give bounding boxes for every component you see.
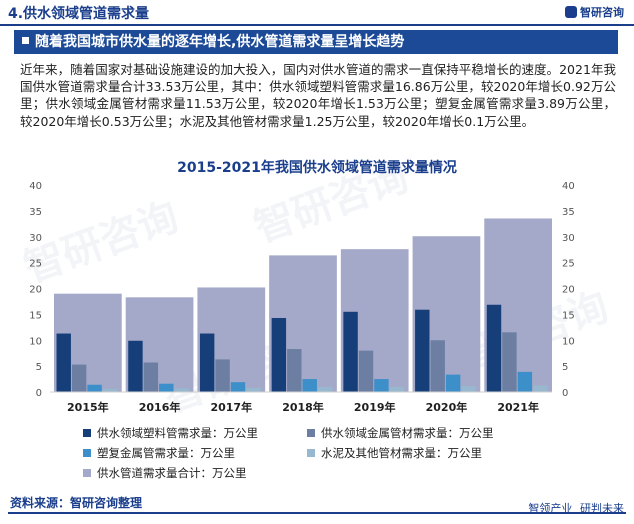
bar-2 [143, 362, 159, 392]
bar-1 [128, 340, 143, 392]
y-tick-label-right: 5 [562, 362, 568, 373]
y-tick-label-right: 10 [562, 336, 575, 347]
brand-logo-icon [565, 6, 577, 18]
bar-1 [199, 333, 215, 392]
top-header: 4.供水领域管道需求量 智研咨询 [0, 0, 634, 26]
bar-4 [533, 385, 548, 392]
bar-1 [343, 311, 358, 392]
bar-4 [246, 387, 261, 392]
footer-brand: 智领产业 研判未来 [528, 500, 624, 516]
bar-2 [215, 359, 230, 392]
bar-3 [87, 384, 102, 392]
y-tick-label-right: 20 [562, 285, 575, 296]
y-tick-label-left: 30 [29, 233, 42, 244]
bar-4 [102, 388, 118, 392]
brand-name: 智研咨询 [580, 6, 624, 19]
chart-title: 2015-2021年我国供水领域管道需求量情况 [177, 159, 457, 176]
x-tick-label: 2018年 [282, 400, 324, 414]
bar-2 [502, 332, 517, 392]
bar-4 [461, 386, 476, 392]
bar-4 [389, 386, 405, 392]
bar-3 [159, 383, 174, 392]
legend-swatch [83, 429, 91, 437]
legend-label: 塑复金属管需求量：万公里 [97, 446, 235, 460]
legend-label: 供水管道需求量合计：万公里 [97, 466, 247, 480]
y-tick-label-left: 5 [36, 362, 42, 373]
banner-square-icon [22, 37, 29, 44]
y-tick-label-left: 25 [29, 259, 42, 270]
x-tick-label: 2020年 [426, 400, 468, 414]
bar-3 [230, 382, 246, 392]
y-tick-label-left: 10 [29, 336, 42, 347]
legend-label: 水泥及其他管材需求量：万公里 [321, 446, 482, 460]
y-tick-label-left: 15 [29, 310, 42, 321]
banner: 随着我国城市供水量的逐年增长,供水管道需求量呈增长趋势 [14, 30, 618, 54]
legend-label: 供水领域金属管材需求量：万公里 [321, 426, 494, 440]
x-tick-label: 2019年 [354, 400, 396, 414]
y-tick-label-left: 40 [29, 181, 42, 192]
y-tick-label-right: 35 [562, 207, 575, 218]
y-tick-label-right: 30 [562, 233, 575, 244]
footer-brand-b: 研判未来 [580, 502, 624, 515]
y-tick-label-right: 25 [562, 259, 575, 270]
y-tick-label-left: 20 [29, 285, 42, 296]
bar-3 [517, 371, 533, 392]
legend-label: 供水领域塑料管需求量：万公里 [97, 426, 258, 440]
x-tick-label: 2016年 [139, 400, 181, 414]
bar-1 [56, 333, 71, 392]
body-paragraph: 近年来，随着国家对基础设施建设的加大投入，国内对供水管道的需求一直保持平稳增长的… [20, 62, 616, 129]
source-note: 资料来源：智研咨询整理 [10, 496, 143, 510]
bar-3 [374, 379, 389, 392]
legend-swatch [83, 449, 91, 457]
y-tick-label-right: 15 [562, 310, 575, 321]
y-tick-label-left: 35 [29, 207, 42, 218]
bar-4 [174, 388, 189, 392]
bar-2 [430, 340, 445, 392]
bar-2 [358, 350, 374, 392]
footer-brand-a: 智领产业 [528, 502, 573, 515]
y-tick-label-right: 40 [562, 181, 575, 192]
y-tick-label-right: 0 [562, 388, 568, 399]
legend-swatch [307, 449, 315, 457]
bar-3 [302, 379, 317, 392]
legend-swatch [83, 469, 91, 477]
header-divider [0, 24, 634, 26]
footer-divider [8, 512, 626, 514]
x-tick-label: 2015年 [67, 400, 109, 414]
bar-4 [317, 386, 333, 392]
section-title: 4.供水领域管道需求量 [8, 6, 150, 22]
y-tick-label-left: 0 [36, 388, 42, 399]
bar-1 [486, 304, 502, 392]
banner-title: 随着我国城市供水量的逐年增长,供水管道需求量呈增长趋势 [35, 34, 405, 50]
bar-1 [271, 317, 287, 392]
legend-swatch [307, 429, 315, 437]
bar-3 [445, 374, 461, 392]
bar-2 [287, 349, 302, 392]
x-tick-label: 2021年 [497, 400, 539, 414]
brand-header: 智研咨询 [565, 4, 624, 20]
bar-2 [71, 364, 87, 392]
x-tick-label: 2017年 [210, 400, 252, 414]
bar-1 [415, 309, 430, 392]
